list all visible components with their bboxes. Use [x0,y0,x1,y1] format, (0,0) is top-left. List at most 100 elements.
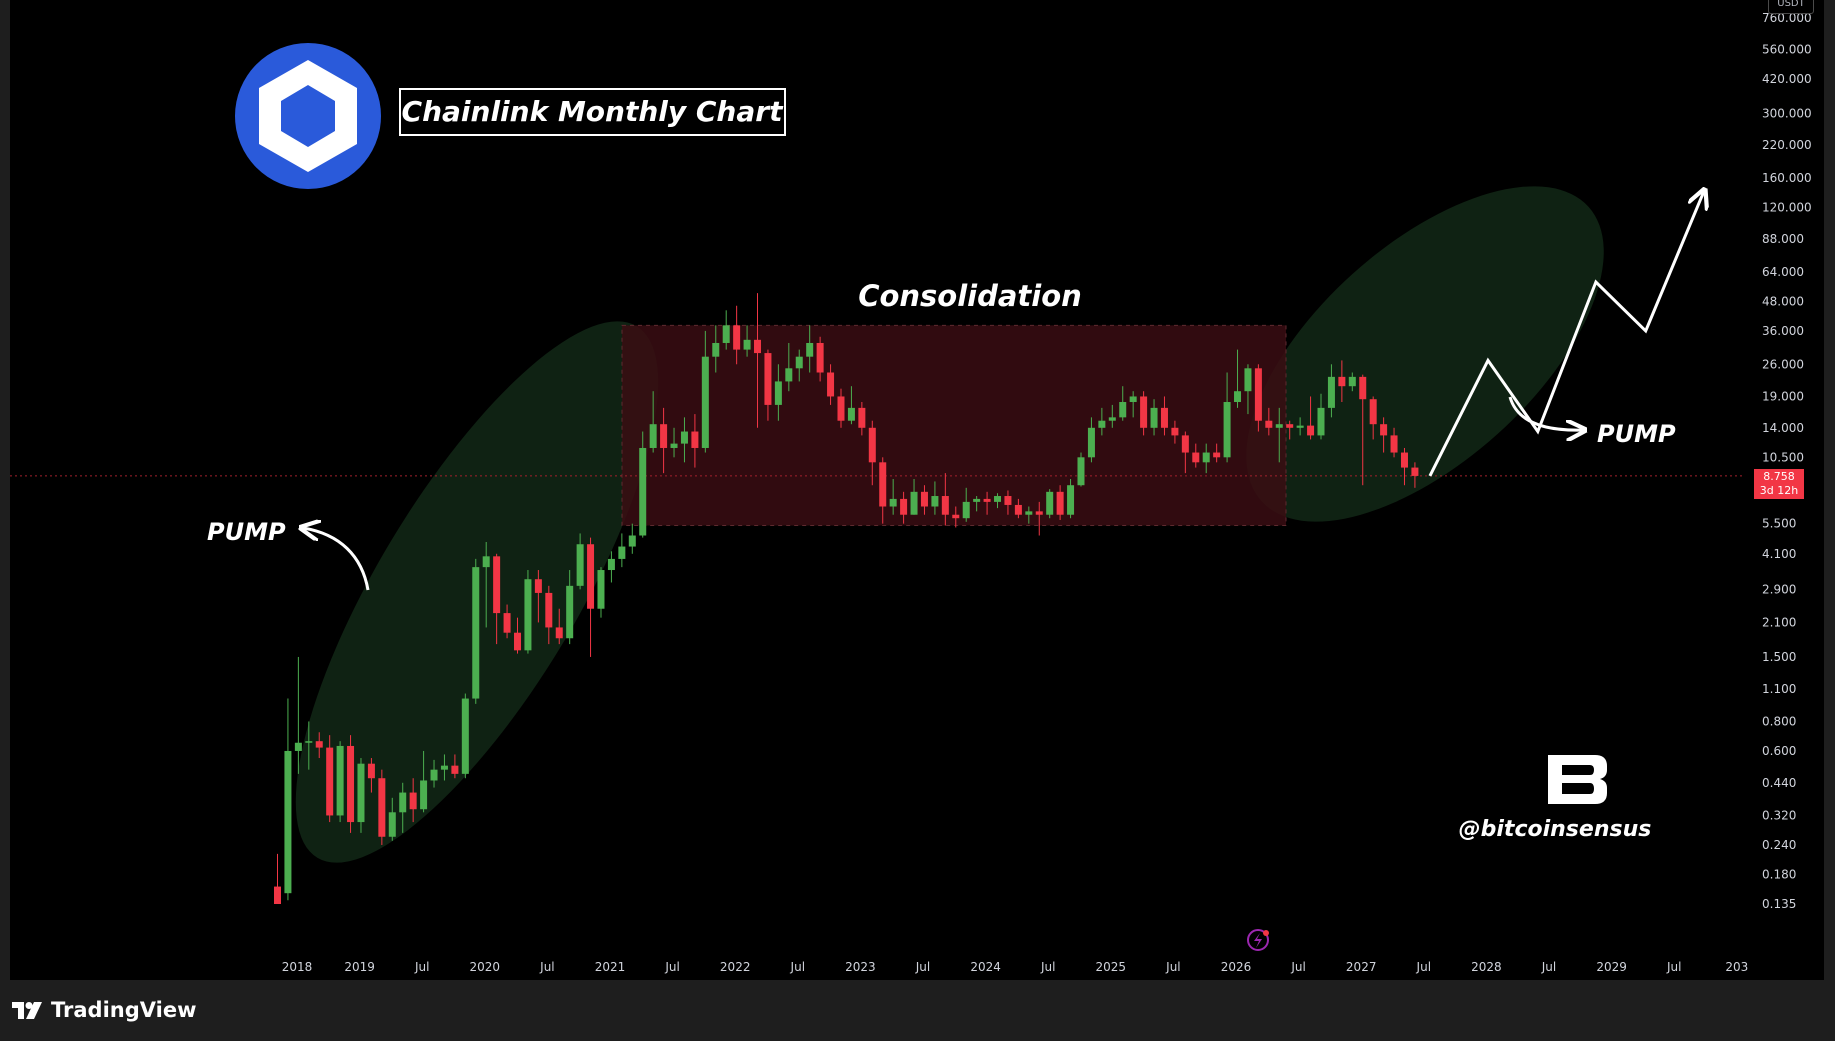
time-tick-label: 2021 [595,960,626,974]
price-tick-label: 2.900 [1762,582,1796,596]
candle-body [733,325,741,350]
time-tick-label: 2025 [1096,960,1127,974]
price-tick-label: 420.000 [1762,72,1812,86]
price-tick-label: 0.600 [1762,744,1796,758]
candle-body [1286,424,1294,428]
projection-path [1428,192,1704,477]
candle-body [868,427,876,463]
candle-body [607,558,615,571]
candle-body [1202,452,1210,463]
candle-body [858,407,866,428]
time-tick-label: 2018 [282,960,313,974]
candle-body [764,353,772,405]
time-tick-label: 2023 [845,960,876,974]
price-tick-label: 1.100 [1762,682,1796,696]
time-tick-label: 2024 [970,960,1001,974]
chainlink-logo-icon [235,43,381,189]
candle-body [837,396,845,421]
price-tick-label: 0.320 [1762,808,1796,822]
candle-body [910,491,918,515]
time-axis[interactable]: 2018 2019 Jul 2020 Jul 2021 Jul 2022 Jul 2023 Jul 2… [282,960,1749,974]
time-tick-label: Jul [414,960,429,974]
candle-body [920,491,928,507]
candle-body [1108,417,1116,421]
candle-body [555,627,563,639]
time-tick-label: 2022 [720,960,751,974]
candle-body [618,546,626,559]
price-tick-label: 36.000 [1762,324,1804,338]
candle-body [1390,435,1398,453]
price-tick-label: 560.000 [1762,42,1812,56]
candle-body [754,339,762,354]
candle-body [482,556,490,568]
candle-body [514,632,522,651]
chart-title: Chainlink Monthly Chart [402,95,785,128]
price-tick-label: 300.000 [1762,106,1812,120]
candle-body [461,698,469,774]
candle-body [294,742,302,751]
tradingview-wordmark: TradingView [51,998,197,1022]
candle-body [367,763,375,779]
price-tick-label: 14.000 [1762,421,1804,435]
candle-body [1014,504,1022,515]
price-tick-label: 220.000 [1762,138,1812,152]
chart-area[interactable]: 760.000 560.000 420.000 300.000 220.000 160.0… [10,0,1824,980]
candle-body [326,747,334,816]
pump-label-left: PUMP [207,518,286,546]
candle-body [816,342,824,373]
candle-body [1150,407,1158,428]
time-tick-label: 2026 [1221,960,1252,974]
pump-label-right: PUMP [1597,420,1676,448]
price-tick-label: 64.000 [1762,265,1804,279]
candle-body [378,778,386,837]
candle-body [722,325,730,343]
price-axis[interactable]: 760.000 560.000 420.000 300.000 220.000 160.0… [1762,11,1812,911]
price-tick-label: 19.000 [1762,389,1804,403]
candle-body [691,431,699,448]
candle-body [1380,424,1388,436]
candle-body [587,544,595,609]
consolidation-zone [621,324,1287,527]
candle-body [1098,420,1106,428]
current-price-tag: 8.758 3d 12h [1754,468,1804,499]
candle-body [576,544,584,586]
candle-body [451,765,459,774]
time-tick-label: 2028 [1471,960,1502,974]
candle-body [472,567,480,699]
candle-body [983,498,991,502]
currency-label[interactable]: USDT [1768,0,1814,14]
flash-icon[interactable] [1247,929,1269,951]
candle-body [566,585,574,639]
candle-body [1254,368,1262,421]
title-box [399,88,786,136]
candle-body [305,741,313,743]
candle-body [1234,391,1242,403]
candle-body [628,535,636,547]
candle-body [534,579,542,593]
price-tick-label: 0.440 [1762,776,1796,790]
time-tick-label: 2029 [1596,960,1627,974]
candle-body [941,496,949,515]
time-tick-label: 203 [1725,960,1748,974]
candle-body [503,613,511,633]
tradingview-logo[interactable]: TradingView [12,998,196,1022]
candle-body [1171,427,1179,436]
candle-body [430,769,438,781]
time-tick-label: Jul [1165,960,1180,974]
time-tick-label: 2027 [1346,960,1377,974]
pump-zone-right [1246,186,1604,522]
candle-body [545,592,553,628]
price-tick-label: 160.000 [1762,171,1812,185]
time-tick-label: Jul [790,960,805,974]
candle-body [1087,427,1095,458]
chart-canvas[interactable]: 760.000 560.000 420.000 300.000 220.000 160.0… [10,0,1824,980]
candle-body [1244,368,1252,392]
candle-body [900,498,908,515]
candle-body [399,792,407,813]
watermark-handle: @bitcoinsensus [1459,817,1652,842]
candle-body [1160,407,1168,428]
candle-body [1056,491,1064,515]
time-tick-label: Jul [539,960,554,974]
pump-arrow-left [303,528,370,591]
candle-body [1348,376,1356,387]
